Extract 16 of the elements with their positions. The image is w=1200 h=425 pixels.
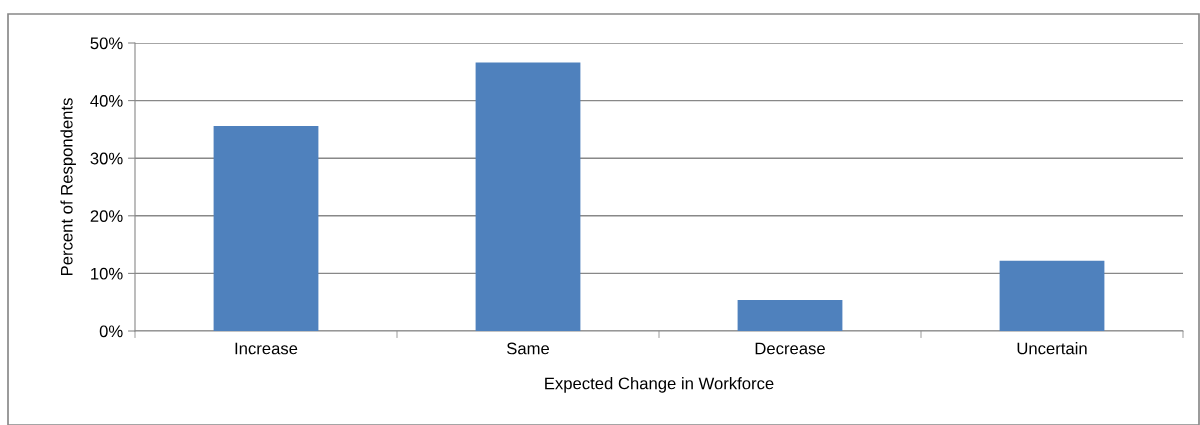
y-tick-label: 30% — [90, 152, 123, 165]
y-axis-title: Percent of Respondents — [60, 98, 76, 276]
bar — [475, 62, 581, 331]
y-tick-label: 20% — [90, 210, 123, 222]
bar — [737, 299, 843, 331]
x-tick-label: Increase — [235, 342, 298, 355]
bar — [999, 260, 1105, 331]
x-axis-title: Expected Change in Workforce — [545, 377, 774, 393]
x-tick-label: Uncertain — [1017, 342, 1087, 355]
x-tick-label: Decrease — [755, 342, 825, 355]
y-tick-label: 50% — [90, 37, 123, 50]
x-tick-label: Same — [506, 342, 550, 355]
bar — [213, 125, 319, 331]
y-tick-label: 10% — [91, 267, 123, 280]
y-tick-label: 40% — [90, 95, 123, 107]
y-tick-label: 0% — [99, 325, 123, 338]
